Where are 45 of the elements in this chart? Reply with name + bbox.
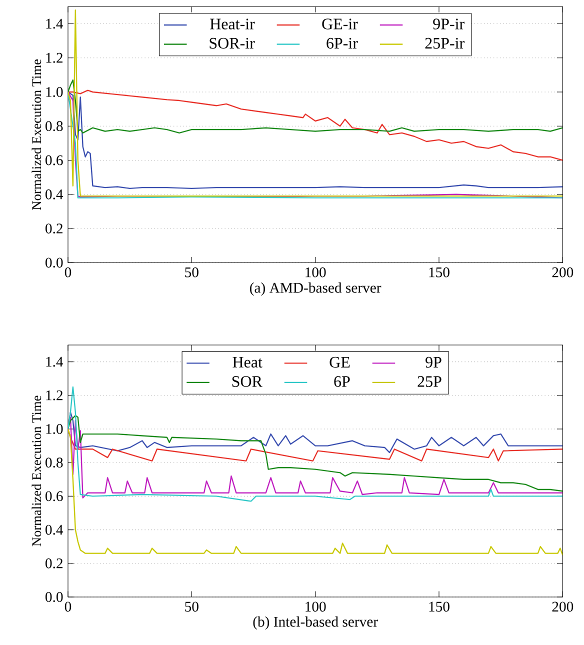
legend-label: GE-ir: [322, 18, 358, 30]
x-tick-label: 100: [306, 267, 326, 278]
legend-label: Heat: [232, 356, 262, 368]
y-axis-title: Normalized Execution Time: [32, 396, 42, 546]
line-series: [68, 386, 563, 502]
text: (b) Intel-based server: [253, 616, 378, 630]
y-tick-label: 0.6: [46, 155, 63, 166]
y-tick-label: 1.2: [46, 390, 62, 400]
y-tick-label: 0.4: [46, 524, 64, 535]
y-tick-label: 0.8: [46, 121, 63, 132]
x-tick-label: 150: [429, 267, 450, 278]
x-tick-label: 0: [64, 602, 72, 612]
legend-label: SOR: [232, 376, 262, 387]
y-tick-label: 1.0: [46, 424, 63, 434]
y-axis-title: Normalized Execution Time: [32, 59, 42, 210]
y-tick-label: 0.8: [46, 458, 63, 468]
y-tick-label: 0.6: [46, 491, 63, 502]
legend-label: 6P: [334, 376, 350, 387]
legend-label: 6P-ir: [326, 38, 358, 49]
x-tick-label: 200: [552, 267, 574, 278]
legend-label: 25P-ir: [425, 38, 464, 49]
legend-label: SOR-ir: [210, 38, 255, 49]
x-tick-label: 50: [185, 602, 198, 612]
y-tick-label: 0.4: [46, 189, 64, 200]
x-tick-label: 50: [185, 267, 198, 278]
x-tick-label: 100: [306, 602, 326, 612]
legend-label: 9P: [426, 356, 442, 368]
legend-label: 9P-ir: [433, 18, 464, 30]
legend-label: Heat-ir: [210, 18, 255, 30]
text: (a) AMD-based server: [250, 282, 382, 296]
y-tick-label: 1.4: [46, 356, 64, 367]
y-tick-label: 0.2: [46, 224, 62, 234]
y-tick-label: 0.2: [46, 558, 62, 568]
line-series: [68, 90, 563, 161]
y-tick-label: 0.0: [46, 258, 63, 268]
y-tick-label: 1.0: [46, 87, 63, 97]
y-tick-label: 1.2: [46, 52, 62, 63]
y-tick-label: 1.4: [46, 18, 64, 29]
y-tick-label: 0.0: [46, 592, 63, 602]
x-tick-label: 0: [64, 267, 72, 278]
legend-label: 25P: [418, 376, 442, 387]
legend-label: GE: [330, 356, 350, 368]
line-series: [68, 428, 563, 556]
x-tick-label: 150: [429, 602, 450, 612]
x-tick-label: 200: [552, 602, 574, 612]
